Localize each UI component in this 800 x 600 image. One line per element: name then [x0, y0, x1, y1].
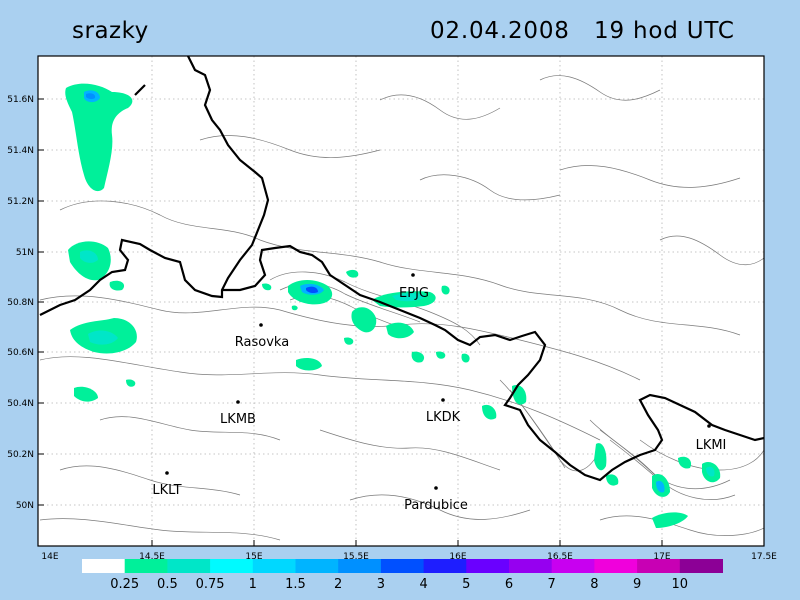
lat-tick-label: 50.4N — [7, 399, 34, 409]
legend-swatch — [509, 559, 553, 573]
legend-label: 0.25 — [110, 577, 139, 592]
lat-tick-label: 50.6N — [7, 348, 34, 358]
legend-label: 7 — [548, 577, 556, 592]
legend-swatch — [252, 559, 296, 573]
legend-swatch — [679, 559, 723, 573]
map-datetime-title: 02.04.2008 19 hod UTC — [430, 18, 735, 44]
lon-tick-label: 17.5E — [751, 552, 777, 562]
place-marker-lklt — [165, 471, 169, 475]
lat-tick-label: 51N — [16, 248, 34, 258]
lat-tick-label: 50N — [16, 501, 34, 511]
legend-swatch — [594, 559, 638, 573]
place-marker-rasovka — [259, 323, 263, 327]
legend-swatch — [551, 559, 595, 573]
legend-label: 2 — [334, 577, 342, 592]
place-marker-epjg — [411, 273, 415, 277]
legend-label: 4 — [419, 577, 427, 592]
lat-tick-label: 51.2N — [7, 197, 34, 207]
legend-label: 1.5 — [285, 577, 306, 592]
place-marker-lkmb — [236, 400, 240, 404]
place-marker-pardubice — [434, 486, 438, 490]
legend-swatch — [380, 559, 425, 573]
place-label-lklt: LKLT — [152, 483, 181, 498]
lat-tick-label: 50.2N — [7, 450, 34, 460]
legend-label: 3 — [377, 577, 385, 592]
legend-label: 8 — [590, 577, 598, 592]
plot-frame — [37, 55, 765, 547]
latitude-axis: 51.6N 51.4N 51.2N 51N 50.8N 50.6N 50.4N … — [7, 95, 44, 511]
legend-label: 10 — [672, 577, 689, 592]
longitude-axis: 14E 14.5E 15E 15.5E 16E 16.5E 17E 17.5E — [41, 540, 777, 562]
legend-label: 5 — [462, 577, 470, 592]
legend-swatch — [210, 559, 254, 573]
lon-tick-label: 16E — [449, 552, 466, 562]
place-markers: EPJG Rasovka LKMB LKDK LKMI LKLT Pardubi… — [152, 273, 726, 513]
legend-swatch — [295, 559, 339, 573]
legend-swatch — [423, 559, 467, 573]
legend-swatch — [167, 559, 211, 573]
precipitation-areas — [65, 83, 721, 528]
legend-label: 1 — [249, 577, 257, 592]
legend-swatch — [82, 559, 126, 573]
contour-lines — [39, 75, 764, 541]
legend-label: 0.5 — [157, 577, 178, 592]
legend-swatch — [124, 559, 168, 573]
lat-tick-label: 50.8N — [7, 298, 34, 308]
legend-swatch — [338, 559, 382, 573]
map-variable-title: srazky — [72, 18, 149, 44]
lon-tick-label: 15E — [245, 552, 262, 562]
place-label-rasovka: Rasovka — [235, 335, 289, 350]
place-label-lkdk: LKDK — [426, 410, 461, 425]
lon-tick-label: 16.5E — [547, 552, 573, 562]
country-borders — [39, 56, 764, 482]
graticule — [38, 56, 764, 546]
legend-label: 9 — [633, 577, 641, 592]
lat-tick-label: 51.6N — [7, 95, 34, 105]
legend-label: 0.75 — [196, 577, 225, 592]
place-label-lkmb: LKMB — [220, 412, 256, 427]
lat-tick-label: 51.4N — [7, 146, 34, 156]
lon-tick-label: 15.5E — [343, 552, 369, 562]
lon-tick-label: 14.5E — [139, 552, 165, 562]
place-label-pardubice: Pardubice — [404, 498, 468, 513]
place-marker-lkdk — [441, 398, 445, 402]
color-legend: 0.25 0.5 0.75 1 1.5 2 3 4 5 6 7 8 9 10 — [82, 559, 723, 592]
place-label-epjg: EPJG — [399, 286, 429, 301]
lon-tick-label: 14E — [41, 552, 58, 562]
place-label-lkmi: LKMI — [696, 438, 727, 453]
place-marker-lkmi — [707, 424, 711, 428]
lon-tick-label: 17E — [653, 552, 670, 562]
legend-swatch — [637, 559, 681, 573]
legend-label: 6 — [505, 577, 513, 592]
legend-swatch — [466, 559, 510, 573]
